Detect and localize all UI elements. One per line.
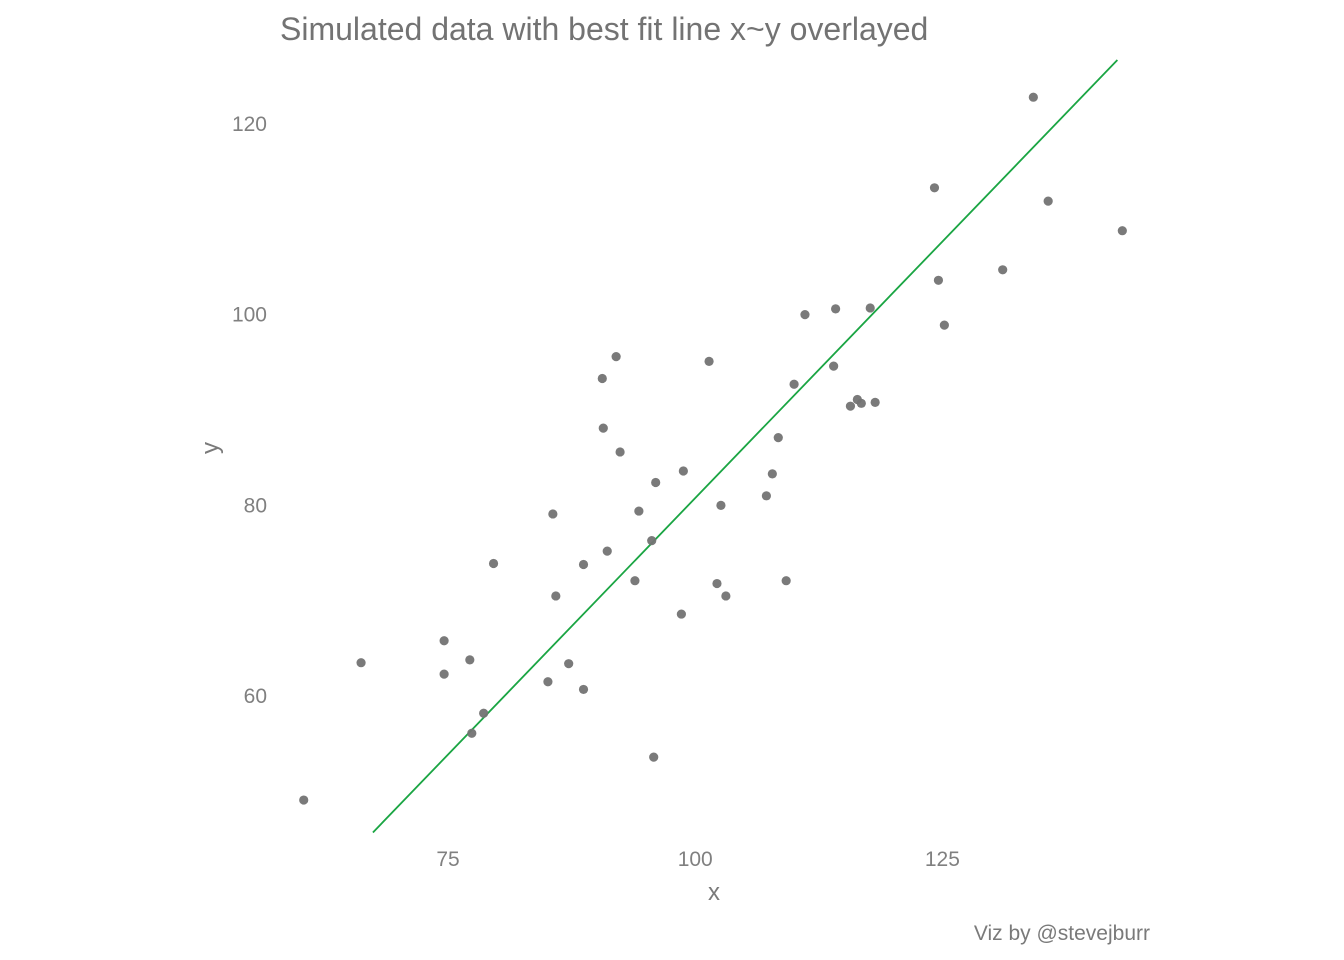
y-tick-label: 120 [232,113,267,136]
data-point [651,477,661,488]
data-point [767,469,777,479]
data-point [704,356,714,366]
best-fit-line [372,59,1119,834]
data-point [1043,196,1053,206]
y-axis-label: y [197,442,224,454]
data-point [773,433,783,443]
data-point [865,303,875,313]
data-point [578,559,589,570]
data-point [465,655,475,665]
data-point [929,183,940,193]
x-tick-label: 125 [925,848,960,871]
data-point [856,398,866,408]
data-point [488,558,499,569]
x-tick-label: 100 [678,848,713,871]
chart-title: Simulated data with best fit line x~y ov… [280,11,928,47]
data-point [299,795,309,805]
data-point [597,373,607,384]
x-axis-label: x [708,879,720,906]
data-points [299,92,1127,805]
data-point [439,636,449,646]
data-point [781,576,791,586]
data-point [712,578,722,589]
data-point [602,546,612,556]
data-point [676,609,686,619]
best-fit-line-group [372,59,1119,834]
data-point [634,506,644,516]
data-point [829,361,839,371]
data-point [564,659,574,669]
data-point [716,500,726,510]
x-tick-label: 75 [436,848,459,871]
data-point [800,310,810,320]
data-point [543,677,553,687]
data-point [479,708,489,718]
data-point [598,423,608,433]
data-point [721,591,731,601]
data-point [678,466,688,476]
data-point [356,658,366,668]
data-point [615,447,625,457]
data-point [611,351,621,362]
data-point [933,275,944,285]
y-tick-label: 80 [244,494,267,517]
data-point [578,684,589,695]
data-point [1028,92,1038,102]
data-point [630,576,640,586]
data-point [467,728,477,738]
chart-caption: Viz by @stevejburr [974,922,1150,945]
data-point [870,397,880,407]
data-point [647,536,657,546]
y-axis-ticks: 60 80 100 120 [232,113,267,708]
data-point [439,669,449,679]
data-point [939,320,949,330]
y-tick-label: 100 [232,304,267,327]
data-point [845,401,856,411]
data-point [551,591,561,601]
y-tick-label: 60 [244,685,267,708]
data-point [649,752,659,762]
data-point [761,491,772,501]
x-axis-ticks: 75 100 125 [436,848,960,871]
data-point [789,379,799,389]
data-point [831,304,841,314]
data-point [548,509,558,519]
data-point [998,265,1008,275]
data-point [1117,226,1127,236]
